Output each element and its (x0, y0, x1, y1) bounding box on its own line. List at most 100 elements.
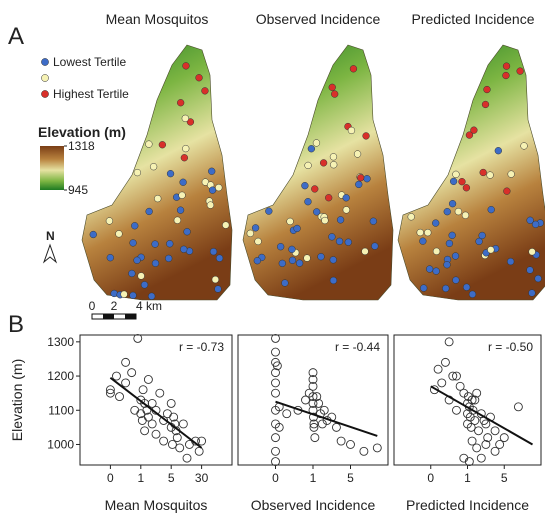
map-site (210, 248, 217, 255)
data-point (445, 338, 453, 346)
legend-marker (41, 58, 48, 65)
map-site (433, 248, 440, 255)
map-site (370, 218, 377, 225)
map-site (282, 280, 289, 287)
map-site (247, 230, 254, 237)
map-site (354, 151, 361, 158)
map-site (177, 99, 184, 106)
map-site (150, 163, 157, 170)
data-point (112, 372, 120, 380)
map-site (529, 290, 536, 297)
map-site (111, 290, 118, 297)
x-axis-title: Predicted Incidence (406, 497, 529, 513)
map-site (121, 291, 128, 298)
legend-marker (41, 74, 48, 81)
annotation: r = -0.50 (488, 340, 533, 354)
data-point (198, 437, 206, 445)
data-point (514, 403, 522, 411)
map-site (444, 208, 451, 215)
map-site (320, 159, 327, 166)
map-site (507, 258, 514, 265)
map-title: Predicted Incidence (412, 11, 535, 27)
map-site (362, 248, 369, 255)
map-site (181, 154, 188, 161)
map-site (452, 277, 459, 284)
map-region (243, 45, 393, 300)
map-site (357, 174, 364, 181)
y-tick-label: 1200 (47, 369, 74, 383)
map-site (432, 220, 439, 227)
map-site (255, 238, 262, 245)
x-tick-label: 0 (272, 471, 279, 485)
map-site (503, 188, 510, 195)
map-site (433, 268, 440, 275)
map-site (325, 194, 332, 201)
map-site (488, 206, 495, 213)
map-site (265, 208, 272, 215)
map-site (345, 239, 352, 246)
data-point (477, 454, 485, 462)
map-site (166, 240, 173, 247)
map-site (484, 86, 491, 93)
map-site (207, 202, 214, 209)
data-point (373, 444, 381, 452)
data-point (500, 434, 508, 442)
map-site (202, 87, 209, 94)
map-site (426, 266, 433, 273)
map-site (321, 217, 328, 224)
data-point (128, 369, 136, 377)
map-site (318, 253, 325, 260)
data-point (315, 399, 323, 407)
data-point (179, 420, 187, 428)
map-site (311, 186, 318, 193)
map-site (529, 248, 536, 255)
x-tick-label: 1 (137, 471, 144, 485)
map-site (503, 63, 510, 70)
map-site (215, 286, 222, 293)
map-site (177, 207, 184, 214)
map-site (442, 285, 449, 292)
map-site (480, 169, 487, 176)
map-site (313, 208, 320, 215)
map-site (364, 175, 371, 182)
legend-marker (41, 90, 48, 97)
data-point (272, 334, 280, 342)
map-site (209, 187, 216, 194)
data-point (134, 334, 142, 342)
data-point (332, 423, 340, 431)
data-point (122, 358, 130, 366)
map-site (463, 284, 470, 291)
map-site (308, 145, 315, 152)
data-point (475, 427, 483, 435)
map-site (535, 275, 542, 282)
map-site (165, 255, 172, 262)
colorbar-title: Elevation (m) (38, 124, 126, 140)
map-site (449, 200, 456, 207)
data-point (272, 458, 280, 466)
map-site (508, 171, 515, 178)
map-site (296, 260, 303, 267)
x-tick-label: 5 (347, 471, 354, 485)
data-point (163, 410, 171, 418)
map-site (455, 208, 462, 215)
annotation: r = -0.44 (335, 340, 380, 354)
map-site (182, 145, 189, 152)
map-site (90, 231, 97, 238)
figure: A B Elevation (m) N 0 2 4 km Mean Mosqui… (0, 0, 545, 525)
map-site (289, 246, 296, 253)
scale-label: 4 km (136, 299, 162, 313)
map-site (138, 273, 145, 280)
x-tick-label: 5 (168, 471, 175, 485)
map-site (521, 143, 528, 150)
data-point (176, 444, 184, 452)
map-site (329, 233, 336, 240)
map-site (330, 256, 337, 263)
map-site (196, 74, 203, 81)
data-point (473, 444, 481, 452)
map-site (463, 184, 470, 191)
x-tick-label: 0 (427, 471, 434, 485)
data-point (122, 379, 130, 387)
map-site (289, 257, 296, 264)
data-point (491, 427, 499, 435)
trend-line (431, 386, 533, 444)
